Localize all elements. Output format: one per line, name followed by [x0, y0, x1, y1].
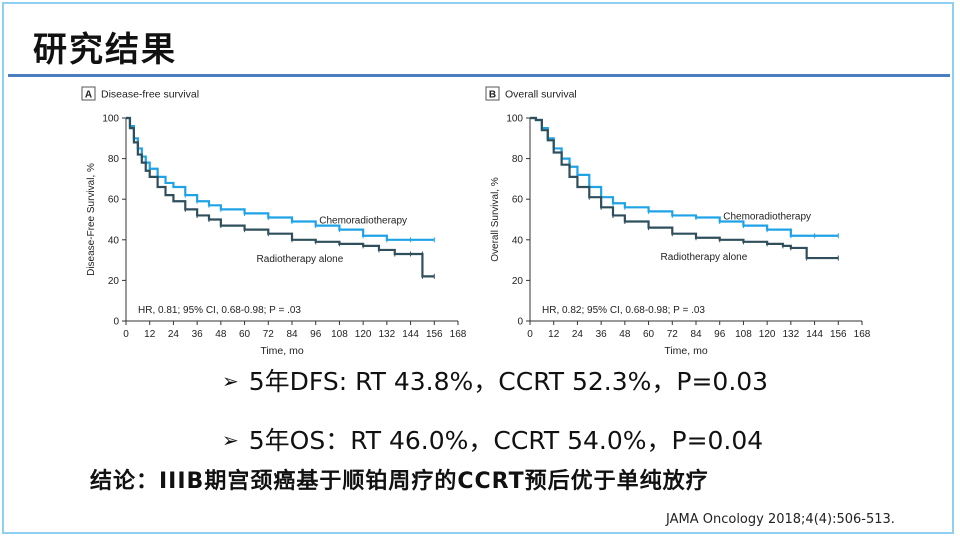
bullet-dfs-text: 5年DFS: RT 43.8%，CCRT 52.3%，P=0.03 [248, 367, 769, 396]
x-tick-label: 156 [426, 329, 443, 340]
series-label-radiotherapy: Radiotherapy alone [257, 254, 344, 265]
panel-label: A [85, 90, 92, 101]
x-tick-label: 96 [310, 329, 322, 340]
x-tick-label: 0 [123, 329, 129, 340]
x-tick-label: 156 [830, 329, 847, 340]
x-tick-label: 168 [854, 329, 871, 340]
x-tick-label: 120 [759, 329, 776, 340]
x-tick-label: 120 [355, 329, 372, 340]
x-tick-label: 60 [643, 329, 655, 340]
y-tick-label: 40 [512, 235, 524, 246]
x-tick-label: 108 [331, 329, 348, 340]
dfs-survival-chart: A Disease-free survival 0 20 40 60 80 100 0 12 24 3… [81, 86, 467, 357]
x-tick-label: 12 [548, 329, 560, 340]
x-tick-label: 108 [735, 329, 752, 340]
x-tick-label: 168 [450, 329, 467, 340]
x-tick-label: 144 [806, 329, 823, 340]
x-tick-label: 132 [379, 329, 396, 340]
title-divider [8, 74, 950, 77]
y-tick-label: 0 [517, 317, 523, 328]
x-tick-label: 72 [263, 329, 275, 340]
x-tick-label: 36 [596, 329, 608, 340]
y-axis-label: Overall Survival, % [490, 177, 501, 262]
series-label-chemoradiotherapy: Chemoradiotherapy [723, 212, 811, 223]
y-tick-label: 100 [506, 114, 523, 125]
x-tick-label: 60 [239, 329, 251, 340]
x-tick-label: 84 [286, 329, 298, 340]
x-tick-label: 36 [192, 329, 204, 340]
series-label-chemoradiotherapy: Chemoradiotherapy [319, 216, 407, 227]
panel-label: B [489, 90, 496, 101]
os-survival-chart: B Overall survival 0 20 40 60 80 100 0 12 24 36 48 60… [485, 86, 871, 357]
panel-label-box [485, 86, 500, 101]
x-tick-label: 144 [402, 329, 419, 340]
y-tick-label: 60 [108, 195, 120, 206]
series-label-radiotherapy: Radiotherapy alone [661, 252, 748, 263]
series-line-radiotherapy [530, 116, 839, 260]
x-tick-label: 24 [168, 329, 180, 340]
x-tick-label: 72 [667, 329, 679, 340]
bullet-dfs: ➢ 5年DFS: RT 43.8%，CCRT 52.3%，P=0.03 [222, 362, 768, 398]
panel-label-box [81, 86, 96, 101]
bullet-os: ➢ 5年OS：RT 46.0%，CCRT 54.0%，P=0.04 [222, 421, 763, 457]
y-tick-label: 80 [108, 154, 120, 165]
y-tick-label: 20 [512, 276, 524, 287]
y-tick-label: 20 [108, 276, 120, 287]
x-tick-label: 48 [619, 329, 631, 340]
hazard-ratio-annotation: HR, 0.81; 95% CI, 0.68-0.98; P = .03 [138, 305, 301, 316]
arrow-bullet-icon: ➢ [222, 369, 239, 393]
x-axis-label: Time, mo [260, 345, 304, 357]
x-axis-label: Time, mo [664, 345, 708, 357]
x-tick-label: 0 [527, 329, 533, 340]
y-axis-label: Disease-Free Survival, % [86, 163, 97, 276]
page-title: 研究结果 [33, 30, 177, 70]
y-tick-label: 0 [113, 317, 119, 328]
arrow-bullet-icon: ➢ [222, 428, 239, 452]
x-tick-label: 96 [714, 329, 726, 340]
x-tick-label: 84 [690, 329, 702, 340]
x-tick-label: 12 [144, 329, 156, 340]
x-tick-label: 24 [572, 329, 584, 340]
y-tick-label: 40 [108, 235, 120, 246]
series-line-radiotherapy [126, 116, 435, 278]
y-tick-label: 80 [512, 154, 524, 165]
x-tick-label: 132 [783, 329, 800, 340]
hazard-ratio-annotation: HR, 0.82; 95% CI, 0.68-0.98; P = .03 [542, 305, 705, 316]
y-tick-label: 100 [102, 114, 119, 125]
bullet-os-text: 5年OS：RT 46.0%，CCRT 54.0%，P=0.04 [248, 426, 764, 455]
chart-title: Disease-free survival [101, 89, 199, 101]
conclusion-text: 结论：IIIB期宫颈癌基于顺铂周疗的CCRT预后优于单纯放疗 [90, 469, 709, 494]
series-line-chemoradiotherapy [126, 116, 435, 241]
x-tick-label: 48 [215, 329, 227, 340]
y-tick-label: 60 [512, 195, 524, 206]
chart-title: Overall survival [505, 89, 577, 101]
citation-text: JAMA Oncology 2018;4(4):506-513. [666, 512, 895, 527]
